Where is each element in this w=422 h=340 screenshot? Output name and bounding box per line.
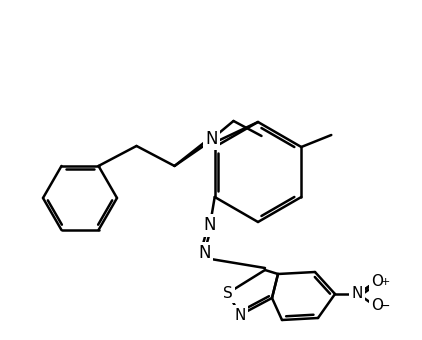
Text: N: N — [234, 307, 246, 323]
Text: +: + — [380, 277, 390, 287]
Text: N: N — [351, 287, 362, 302]
Text: N: N — [205, 130, 218, 148]
Text: O: O — [371, 274, 383, 289]
Text: N: N — [198, 244, 211, 262]
Text: N: N — [203, 216, 216, 234]
Text: O: O — [371, 299, 383, 313]
Text: S: S — [223, 286, 233, 301]
Text: −: − — [380, 300, 390, 312]
